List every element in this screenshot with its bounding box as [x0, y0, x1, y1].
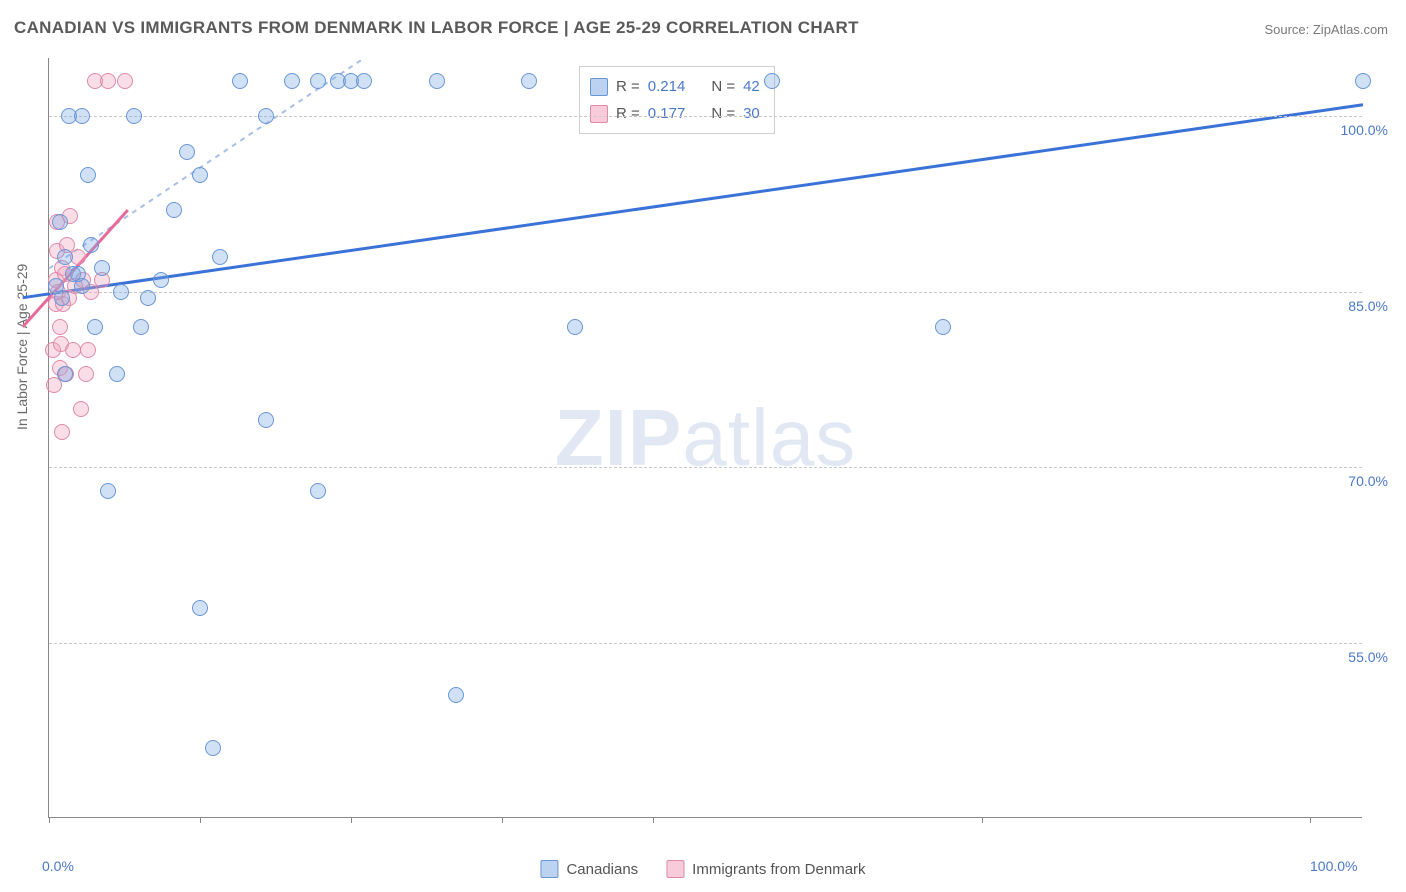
y-tick-label: 55.0% [1348, 649, 1388, 665]
scatter-point-blue [205, 740, 221, 756]
x-tick-label: 0.0% [42, 858, 74, 874]
legend-swatch-blue [590, 78, 608, 96]
scatter-point-blue [52, 214, 68, 230]
stats-legend: R = 0.214 N = 42 R = 0.177 N = 30 [579, 66, 775, 134]
grid-line-h [49, 643, 1362, 644]
scatter-point-blue [192, 167, 208, 183]
grid-line-h [49, 116, 1362, 117]
y-tick-label: 100.0% [1341, 122, 1388, 138]
scatter-point-blue [166, 202, 182, 218]
scatter-point-blue [54, 290, 70, 306]
scatter-point-blue [448, 687, 464, 703]
legend-swatch-pink [590, 105, 608, 123]
stats-legend-row: R = 0.214 N = 42 [590, 73, 760, 100]
y-tick-label: 70.0% [1348, 473, 1388, 489]
x-tick [982, 817, 983, 823]
scatter-point-pink [65, 342, 81, 358]
scatter-point-blue [212, 249, 228, 265]
scatter-point-blue [310, 73, 326, 89]
scatter-point-blue [764, 73, 780, 89]
scatter-point-pink [54, 424, 70, 440]
series-legend-item: Immigrants from Denmark [666, 860, 865, 878]
legend-r-value: 0.177 [648, 100, 686, 127]
scatter-point-blue [74, 108, 90, 124]
scatter-point-pink [100, 73, 116, 89]
chart-title: CANADIAN VS IMMIGRANTS FROM DENMARK IN L… [14, 18, 859, 38]
series-legend: Canadians Immigrants from Denmark [540, 860, 865, 878]
scatter-plot: ZIPatlas R = 0.214 N = 42 R = 0.177 N = 30 [48, 58, 1362, 818]
source-credit: Source: ZipAtlas.com [1264, 22, 1388, 37]
scatter-point-blue [258, 412, 274, 428]
grid-line-h [49, 467, 1362, 468]
scatter-point-blue [140, 290, 156, 306]
scatter-point-blue [935, 319, 951, 335]
scatter-point-blue [179, 144, 195, 160]
series-legend-item: Canadians [540, 860, 638, 878]
scatter-point-blue [567, 319, 583, 335]
scatter-point-blue [521, 73, 537, 89]
scatter-point-blue [74, 278, 90, 294]
scatter-point-blue [83, 237, 99, 253]
scatter-point-blue [133, 319, 149, 335]
legend-swatch-pink [666, 860, 684, 878]
scatter-point-blue [192, 600, 208, 616]
trend-lines-layer [49, 58, 1362, 817]
scatter-point-blue [153, 272, 169, 288]
scatter-point-pink [78, 366, 94, 382]
scatter-point-blue [113, 284, 129, 300]
x-tick [502, 817, 503, 823]
scatter-point-blue [258, 108, 274, 124]
scatter-point-blue [356, 73, 372, 89]
legend-r-label: R = [616, 100, 640, 127]
x-tick [1310, 817, 1311, 823]
x-tick [653, 817, 654, 823]
legend-swatch-blue [540, 860, 558, 878]
scatter-point-blue [80, 167, 96, 183]
scatter-point-pink [52, 319, 68, 335]
scatter-point-blue [126, 108, 142, 124]
watermark: ZIPatlas [555, 392, 856, 484]
scatter-point-pink [80, 342, 96, 358]
y-tick-label: 85.0% [1348, 298, 1388, 314]
legend-n-value: 42 [743, 73, 760, 100]
scatter-point-blue [284, 73, 300, 89]
x-tick-label: 100.0% [1310, 858, 1357, 874]
series-legend-label: Immigrants from Denmark [692, 861, 865, 878]
scatter-point-blue [232, 73, 248, 89]
scatter-point-blue [57, 249, 73, 265]
x-tick [49, 817, 50, 823]
legend-n-label: N = [711, 100, 735, 127]
scatter-point-blue [429, 73, 445, 89]
x-tick [200, 817, 201, 823]
scatter-point-blue [310, 483, 326, 499]
legend-r-value: 0.214 [648, 73, 686, 100]
grid-line-h [49, 292, 1362, 293]
scatter-point-blue [94, 260, 110, 276]
scatter-point-blue [57, 366, 73, 382]
scatter-point-blue [87, 319, 103, 335]
y-axis-label: In Labor Force | Age 25-29 [14, 264, 30, 430]
trend-dash-blue [49, 58, 364, 268]
scatter-point-blue [100, 483, 116, 499]
series-legend-label: Canadians [566, 861, 638, 878]
legend-n-label: N = [711, 73, 735, 100]
legend-n-value: 30 [743, 100, 760, 127]
legend-r-label: R = [616, 73, 640, 100]
scatter-point-pink [73, 401, 89, 417]
scatter-point-blue [109, 366, 125, 382]
stats-legend-row: R = 0.177 N = 30 [590, 100, 760, 127]
scatter-point-blue [1355, 73, 1371, 89]
scatter-point-pink [117, 73, 133, 89]
x-tick [351, 817, 352, 823]
